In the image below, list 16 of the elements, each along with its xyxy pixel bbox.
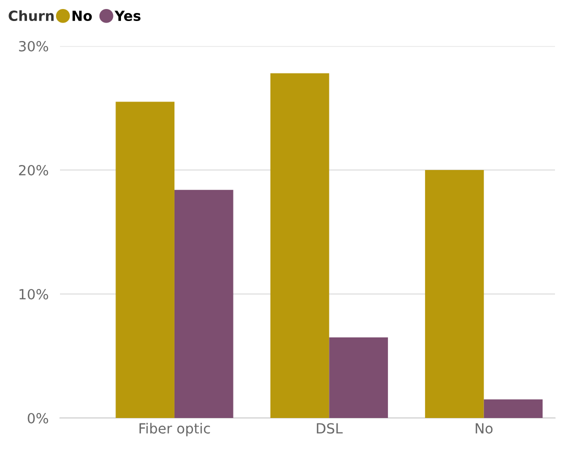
y-tick-label: 0% [28, 412, 48, 424]
x-tick-label: No [476, 423, 493, 434]
bar [425, 170, 484, 418]
bar [484, 399, 543, 418]
y-tick-label: 20% [19, 164, 48, 176]
y-tick-label: 10% [20, 288, 48, 300]
x-tick-label: DSL [316, 423, 343, 434]
bar [270, 73, 330, 418]
bar [174, 190, 234, 418]
bar [329, 337, 388, 418]
legend-label: Yes [114, 10, 140, 22]
bar [116, 102, 174, 418]
legend-label: No [72, 10, 92, 22]
legend-title: Churn [8, 10, 54, 22]
x-tick-label: Fiber optic [140, 422, 210, 436]
y-tick-label: 30% [19, 40, 48, 52]
